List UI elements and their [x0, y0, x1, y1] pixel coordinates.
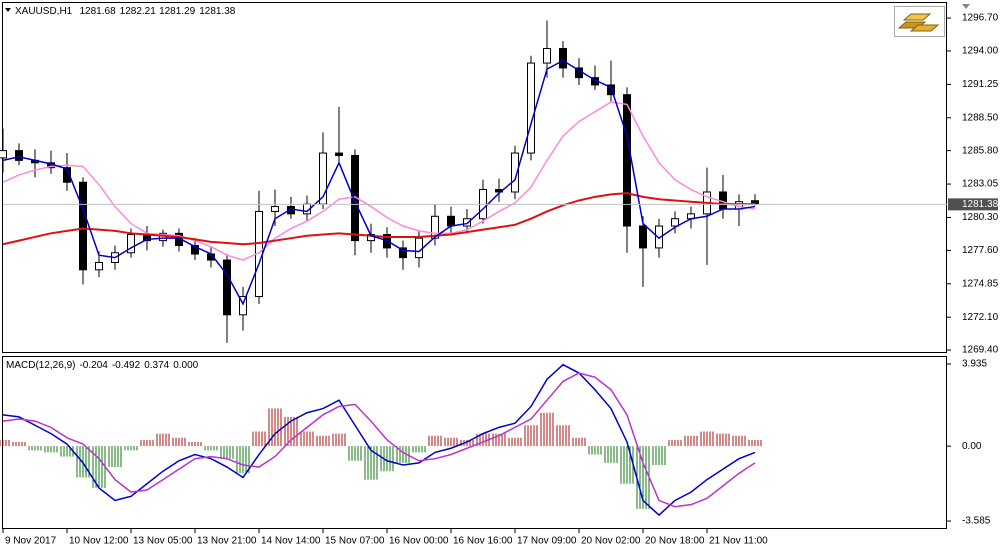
candle-body	[127, 234, 135, 254]
candle-body	[559, 47, 567, 69]
candle-body	[63, 167, 71, 183]
scroll-arrow[interactable]	[962, 4, 970, 9]
quote-value: 1282.21	[120, 6, 157, 17]
candle-body	[271, 206, 279, 212]
candle-body	[415, 237, 423, 259]
x-tick-label: 13 Nov 21:00	[197, 536, 257, 547]
x-tick-label: 9 Nov 2017	[5, 536, 57, 547]
x-tick-label: 14 Nov 14:00	[261, 536, 321, 547]
quote-value: 1281.38	[199, 6, 236, 17]
indicator-value: -0.204	[79, 360, 108, 371]
x-tick-label: 15 Nov 07:00	[325, 536, 385, 547]
x-tick-label: 16 Nov 16:00	[453, 536, 513, 547]
y-tick-label: 1269.40	[962, 345, 999, 356]
indicator-value: -0.492	[112, 360, 141, 371]
x-tick-label: 13 Nov 05:00	[133, 536, 193, 547]
y-tick-label: -3.585	[962, 516, 991, 527]
price-label: 1281.38	[962, 199, 999, 210]
y-tick-label: 1274.85	[962, 278, 999, 289]
indicator-value: 0.374	[144, 360, 169, 371]
candle-body	[639, 225, 647, 249]
y-tick-label: 1277.60	[962, 245, 999, 256]
candle-body	[0, 150, 7, 159]
quote-value: 1281.29	[159, 6, 196, 17]
y-tick-label: 1291.25	[962, 79, 999, 90]
indicator-line	[2, 372, 756, 508]
candle-body	[223, 259, 231, 316]
chart-header: XAUUSD,H1 1281.68 1282.21 1281.29 1281.38	[15, 6, 236, 17]
price-label-bg	[948, 198, 998, 211]
x-tick-label: 10 Nov 12:00	[69, 536, 129, 547]
y-tick-label: 1285.80	[962, 145, 999, 156]
candle-body	[399, 247, 407, 259]
candle-body	[95, 262, 103, 271]
y-tick-label: 1296.70	[962, 13, 999, 24]
y-tick-label: 1272.10	[962, 312, 999, 323]
candle-body	[671, 218, 679, 227]
candle-body	[79, 181, 87, 271]
x-tick-label: 21 Nov 11:00	[709, 536, 768, 547]
candle-body	[191, 244, 199, 255]
y-tick-label: 1283.05	[962, 179, 999, 190]
y-tick-label: 0.00	[962, 441, 982, 452]
indicator-value: 0.000	[173, 360, 198, 371]
indicator-header: MACD(12,26,9) -0.204 -0.492 0.374 0.000	[6, 360, 199, 371]
indicator-line	[2, 59, 756, 306]
y-tick-label: 3.935	[962, 359, 987, 370]
candle-body	[431, 215, 439, 239]
gold-icon	[894, 6, 945, 37]
candle-body	[623, 94, 631, 227]
candle-body	[335, 152, 343, 156]
candle-body	[655, 225, 663, 249]
candle-body	[607, 84, 615, 96]
indicator-title: MACD(12,26,9)	[6, 360, 75, 371]
symbol: XAUUSD,H1	[15, 6, 73, 17]
y-tick-label: 1288.50	[962, 112, 999, 123]
candle-body	[543, 47, 551, 64]
x-tick-label: 17 Nov 09:00	[517, 536, 577, 547]
candle-body	[239, 296, 247, 316]
indicator-line	[2, 192, 755, 246]
x-tick-label: 20 Nov 18:00	[645, 536, 705, 547]
menu-arrow[interactable]	[5, 8, 11, 12]
indicator-line	[2, 363, 756, 517]
price-panel-frame	[2, 2, 947, 353]
candle-body	[463, 218, 471, 227]
x-tick-label: 16 Nov 00:00	[389, 536, 449, 547]
indicator-line	[2, 101, 756, 261]
candle-body	[511, 152, 519, 193]
candle-body	[447, 215, 455, 227]
y-tick-label: 1294.00	[962, 46, 999, 57]
candle-body	[15, 150, 23, 161]
y-tick-label: 1280.30	[962, 212, 999, 223]
quote-value: 1281.68	[80, 6, 117, 17]
x-tick-label: 20 Nov 02:00	[581, 536, 641, 547]
candle-body	[527, 62, 535, 154]
